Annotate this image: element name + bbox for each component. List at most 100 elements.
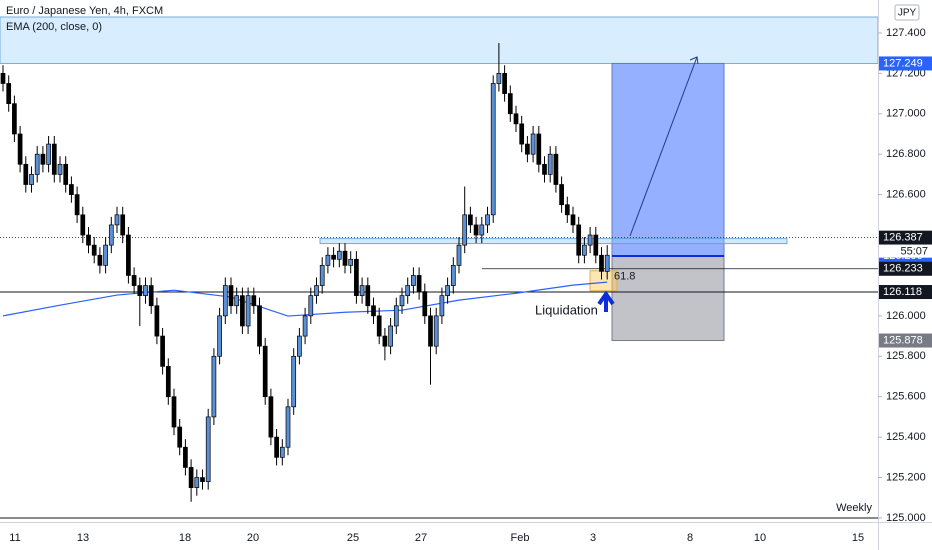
candle-body	[188, 467, 194, 488]
candle-body	[536, 133, 542, 165]
candle-body	[485, 214, 490, 226]
candle-body	[433, 315, 439, 347]
candle-body	[502, 73, 507, 94]
candle-body	[302, 315, 308, 337]
candle-body	[80, 214, 86, 236]
candle-body	[29, 174, 34, 185]
price-label-bg	[879, 261, 932, 276]
candle-body	[17, 133, 23, 165]
candle-body	[530, 133, 536, 155]
annotation: Liquidation	[535, 302, 598, 317]
x-tick-label: 27	[415, 532, 427, 544]
candle-body	[114, 214, 120, 226]
price-label-bg	[879, 230, 932, 245]
candle-body	[160, 335, 165, 367]
candle-body	[593, 234, 599, 256]
ema-line	[2, 281, 608, 317]
candle-body	[308, 295, 314, 317]
arrow-head	[689, 56, 699, 65]
candle-body	[450, 264, 456, 286]
weekly-label: Weekly	[836, 502, 872, 514]
candle-body	[519, 123, 525, 145]
candle-body	[126, 234, 131, 276]
candle-body	[564, 204, 570, 216]
candle-body	[194, 477, 200, 488]
candle-body	[148, 285, 154, 307]
y-tick-label: 126.600	[886, 189, 926, 201]
candle-body	[268, 396, 274, 438]
x-tick-label: 15	[852, 532, 864, 544]
x-tick-label: 3	[590, 532, 596, 544]
chart-title: Euro / Japanese Yen, 4h, FXCM	[6, 5, 163, 17]
candle-body	[251, 295, 257, 307]
y-tick-label: 125.600	[886, 391, 926, 403]
candle-body	[604, 254, 610, 272]
plot: 61.8 Liquidation	[0, 16, 879, 519]
candle-body	[211, 355, 217, 418]
candle-body	[587, 234, 593, 246]
candle-body	[490, 83, 496, 216]
candle-body	[137, 285, 143, 297]
zone-band	[319, 238, 788, 245]
candle-body	[547, 153, 553, 175]
candle-body	[46, 143, 51, 165]
candle-body	[553, 153, 559, 185]
x-tick-label: 8	[687, 532, 693, 544]
x-tick-label: 10	[754, 532, 766, 544]
price-label: 127.249	[883, 57, 923, 69]
price-label-bg	[879, 333, 932, 348]
candle-body	[354, 258, 359, 297]
candle-body	[582, 244, 587, 256]
candle-body	[205, 416, 211, 482]
price-label-bg	[879, 285, 932, 300]
candle-body	[228, 285, 234, 307]
candle-body	[279, 446, 285, 458]
candle-body	[348, 258, 354, 266]
y-tick-label: 127.000	[886, 108, 926, 120]
candle-body	[154, 305, 160, 337]
candle-body	[183, 446, 188, 468]
up-arrow	[597, 290, 615, 312]
candle-body	[291, 355, 297, 408]
currency-badge[interactable]	[894, 4, 920, 21]
candle-body	[331, 254, 336, 260]
candle-body	[336, 250, 342, 260]
candle-body	[468, 214, 473, 226]
candle-body	[40, 153, 46, 165]
candle-body	[6, 83, 12, 105]
candle-body	[513, 113, 519, 125]
y-tick-label: 125.000	[886, 512, 926, 524]
candle-body	[97, 254, 103, 266]
candle-body	[86, 234, 91, 246]
candle-body	[359, 285, 365, 297]
candle-body	[473, 224, 479, 236]
candle-body	[120, 214, 126, 236]
countdown-bg	[879, 244, 932, 258]
candle-body	[91, 244, 97, 256]
price-label: 126.387	[883, 232, 923, 244]
candle-body	[257, 305, 262, 347]
candle-body	[240, 295, 245, 327]
candle-body	[388, 325, 393, 347]
candle-body	[439, 295, 445, 317]
candle-body	[462, 214, 468, 246]
resistance-zone	[0, 16, 879, 64]
candle-body	[314, 285, 319, 297]
x-tick-label: 18	[179, 532, 191, 544]
candle-body	[382, 335, 388, 347]
x-tick-label: 25	[347, 532, 359, 544]
y-tick-label: 125.800	[886, 350, 926, 362]
candle-body	[445, 285, 450, 297]
candle-body	[0, 73, 6, 84]
candle-body	[416, 275, 422, 292]
target-zone	[611, 62, 725, 257]
candle-body	[376, 315, 382, 337]
countdown: 55:07	[900, 246, 928, 258]
candle-body	[131, 275, 137, 286]
candle-body	[525, 143, 530, 155]
candle-body	[274, 436, 279, 458]
price-label: 126.233	[883, 263, 923, 275]
candle-body	[63, 163, 69, 185]
candle-body	[74, 194, 80, 216]
candle-body	[108, 224, 114, 246]
